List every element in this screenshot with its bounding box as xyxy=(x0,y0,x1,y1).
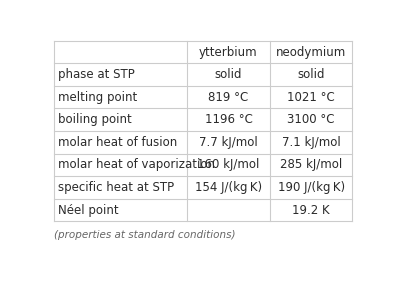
Text: 1021 °C: 1021 °C xyxy=(287,91,335,104)
Text: 7.7 kJ/mol: 7.7 kJ/mol xyxy=(199,136,258,149)
Text: Néel point: Néel point xyxy=(58,204,118,217)
Text: 160 kJ/mol: 160 kJ/mol xyxy=(197,159,260,171)
Text: ytterbium: ytterbium xyxy=(199,46,258,59)
Text: solid: solid xyxy=(297,68,325,81)
Text: 285 kJ/mol: 285 kJ/mol xyxy=(280,159,342,171)
Text: (properties at standard conditions): (properties at standard conditions) xyxy=(54,230,235,240)
Text: 154 J/(kg K): 154 J/(kg K) xyxy=(195,181,262,194)
Text: 1196 °C: 1196 °C xyxy=(205,113,252,126)
Text: molar heat of vaporization: molar heat of vaporization xyxy=(58,159,214,171)
Text: 3100 °C: 3100 °C xyxy=(287,113,335,126)
Text: specific heat at STP: specific heat at STP xyxy=(58,181,174,194)
Text: 190 J/(kg K): 190 J/(kg K) xyxy=(278,181,345,194)
Text: 19.2 K: 19.2 K xyxy=(292,204,330,217)
Text: 819 °C: 819 °C xyxy=(208,91,248,104)
Text: 7.1 kJ/mol: 7.1 kJ/mol xyxy=(282,136,340,149)
Text: phase at STP: phase at STP xyxy=(58,68,134,81)
Text: solid: solid xyxy=(215,68,242,81)
Text: melting point: melting point xyxy=(58,91,137,104)
Text: boiling point: boiling point xyxy=(58,113,132,126)
Text: molar heat of fusion: molar heat of fusion xyxy=(58,136,177,149)
Text: neodymium: neodymium xyxy=(276,46,346,59)
